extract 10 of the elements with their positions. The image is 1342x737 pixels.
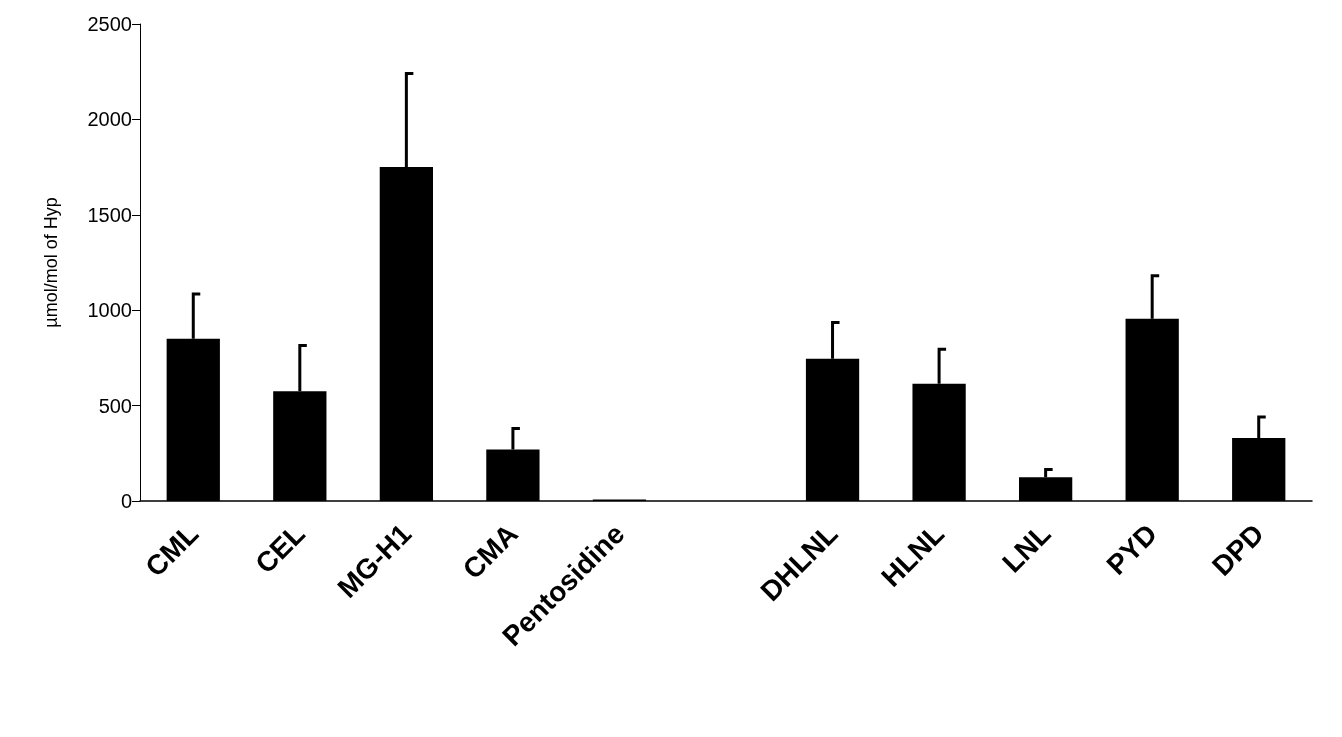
x-tick-label: CEL [249,518,311,580]
y-tick-label: 0 [120,490,132,512]
x-tick-label: CML [139,518,205,583]
y-axis-title: µmol/mol of Hyp [41,197,61,328]
y-tick-label: 2500 [87,13,132,35]
y-tick-label: 500 [98,394,132,417]
y-tick-label: 1000 [87,299,132,322]
y-tick-label: 2000 [87,108,132,131]
x-tick-label: LNL [996,518,1057,579]
y-tick-label: 1500 [87,203,132,226]
